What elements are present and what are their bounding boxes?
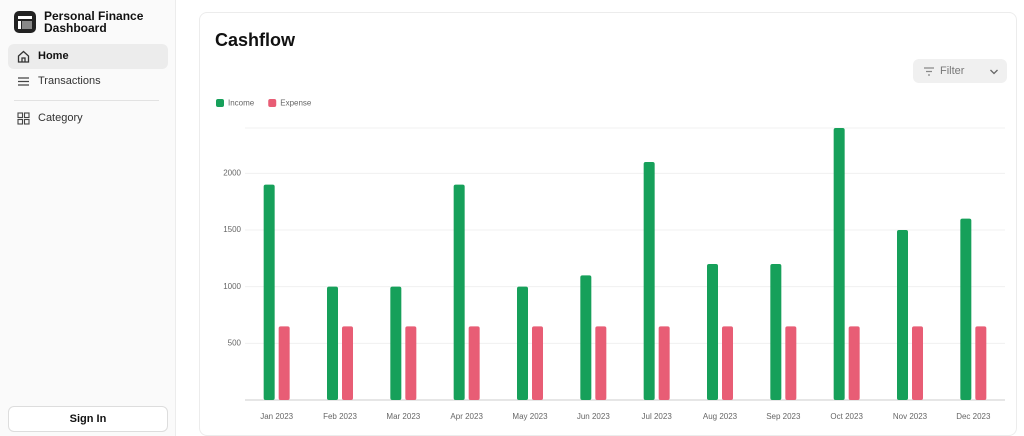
icon (18, 77, 29, 86)
bar (468, 326, 480, 400)
bar (532, 326, 543, 400)
nav-label: Category (38, 112, 83, 124)
filter-button[interactable]: Filter (913, 59, 1007, 83)
legend-swatch (216, 99, 224, 107)
bar (517, 286, 528, 400)
icon (17, 112, 30, 125)
x-tick-label: Sep 2023 (766, 412, 801, 421)
x-tick-label: Jun 2023 (577, 412, 610, 421)
icon (990, 69, 998, 75)
bar (342, 326, 353, 400)
x-tick-label: Oct 2023 (830, 412, 863, 421)
bar (658, 326, 670, 400)
bar (643, 162, 655, 400)
y-tick-label: 1500 (223, 225, 241, 234)
sign-in-button[interactable]: Sign In (8, 406, 168, 432)
bar (848, 326, 860, 400)
icon (17, 50, 30, 63)
icon (924, 67, 934, 76)
nav-home[interactable]: Home (8, 44, 168, 69)
y-tick-label: 2000 (223, 168, 241, 177)
x-tick-label: Jan 2023 (260, 412, 293, 421)
bar (707, 264, 718, 400)
nav-label: Transactions (38, 75, 101, 87)
bar (770, 264, 782, 400)
bar (595, 326, 607, 400)
bar (912, 326, 923, 400)
bar (453, 184, 465, 400)
nav-transactions[interactable]: Transactions (8, 69, 168, 94)
x-tick-label: May 2023 (512, 412, 548, 421)
filter-label: Filter (940, 65, 965, 77)
bar (327, 286, 338, 400)
bar (833, 128, 845, 400)
bar (405, 326, 417, 400)
logo (14, 11, 36, 33)
x-tick-label: Nov 2023 (893, 412, 928, 421)
nav-category[interactable]: Category (8, 106, 168, 131)
bar (785, 326, 797, 400)
x-tick-label: Mar 2023 (386, 412, 420, 421)
x-tick-label: Dec 2023 (956, 412, 991, 421)
bar (975, 326, 987, 400)
x-tick-label: Apr 2023 (450, 412, 483, 421)
x-tick-label: Jul 2023 (642, 412, 673, 421)
separator (14, 100, 159, 101)
y-tick-label: 500 (228, 338, 242, 347)
x-tick-label: Aug 2023 (703, 412, 738, 421)
legend-label: Income (228, 99, 255, 108)
bar (390, 286, 402, 400)
bar (897, 230, 908, 400)
bar (722, 326, 733, 400)
x-tick-label: Feb 2023 (323, 412, 357, 421)
sidebar: Personal Finance Dashboard Home Transact… (0, 0, 176, 436)
chart-title: Cashflow (215, 30, 296, 50)
app-name: Personal Finance Dashboard (44, 9, 144, 35)
y-tick-label: 1000 (223, 282, 241, 291)
bar (278, 326, 290, 400)
legend-swatch (268, 99, 277, 107)
nav-label: Home (38, 50, 69, 62)
bar (960, 218, 972, 400)
bar (580, 275, 592, 400)
bar (263, 184, 275, 400)
legend-label: Expense (280, 99, 312, 108)
